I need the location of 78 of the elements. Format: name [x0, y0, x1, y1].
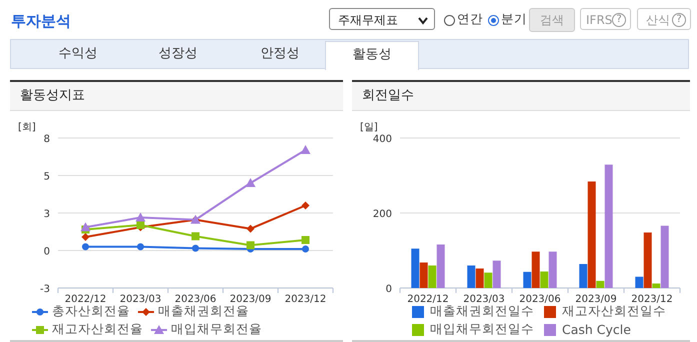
point	[300, 145, 310, 154]
point	[82, 233, 90, 241]
point	[302, 236, 310, 244]
legend-label: 재고자산회전율	[52, 321, 143, 338]
x-tick-label: 2023/03	[463, 294, 505, 305]
legend-label: 매입채무회전율	[171, 321, 262, 338]
x-tick-label: 2023/06	[174, 294, 216, 305]
bar	[467, 266, 476, 288]
point	[136, 212, 146, 222]
point	[302, 202, 310, 210]
text: ?	[612, 13, 626, 27]
point	[82, 243, 89, 250]
text: 연간	[457, 11, 483, 28]
bar	[484, 272, 492, 288]
x-tick-label: 2023/06	[519, 294, 561, 305]
y-tick-label: 200	[372, 209, 392, 220]
legend-label: 재고자산회전일수	[562, 303, 666, 320]
point	[246, 224, 254, 233]
bar	[588, 182, 596, 288]
y-tick-label: 0	[44, 246, 50, 258]
legend-label: 매출채권회전율	[158, 303, 249, 320]
point	[192, 232, 200, 240]
bar	[579, 264, 588, 288]
bar	[652, 284, 660, 288]
bar	[540, 272, 548, 288]
bar	[548, 252, 557, 288]
text: ?	[672, 13, 686, 27]
text: 안정성	[260, 45, 300, 63]
x-tick-label: 2023/12	[284, 294, 326, 305]
legend-label: 매출채권회전일수	[430, 303, 534, 320]
x-tick-label: 2023/03	[120, 294, 162, 305]
point	[246, 178, 256, 187]
y-tick-label: -3	[40, 284, 50, 295]
x-tick-label: 2023/09	[230, 294, 272, 305]
bar	[420, 262, 428, 288]
chart-title: 회전일수	[352, 82, 690, 111]
point	[136, 221, 144, 229]
legend-label: 매입채무회전일수	[430, 321, 534, 338]
point	[137, 243, 144, 250]
point	[302, 246, 309, 252]
text: 투자분석	[11, 12, 71, 31]
y-tick-label: 5	[44, 172, 50, 182]
y-axis-title: [회]	[18, 122, 36, 133]
bar	[635, 276, 644, 288]
legend-label: Cash Cycle	[562, 322, 631, 337]
text: IFRS	[586, 13, 612, 27]
text: 활동성	[325, 41, 419, 70]
point	[192, 244, 199, 252]
point	[246, 241, 254, 250]
chart-title: 활동성지표	[10, 82, 343, 111]
bar	[644, 232, 652, 288]
y-tick-label: 0	[386, 284, 392, 295]
text: 성장성	[158, 45, 198, 63]
x-tick-label: 2023/09	[575, 294, 617, 305]
bar	[411, 248, 420, 288]
point	[80, 222, 90, 232]
bar	[604, 164, 613, 288]
bar	[532, 252, 540, 288]
bar	[476, 268, 484, 288]
x-tick-label: 2023/12	[631, 294, 673, 305]
text: 검색	[529, 8, 575, 32]
y-axis-title: [일]	[360, 122, 378, 133]
bar	[436, 244, 445, 288]
text: 주재무제표	[329, 8, 435, 30]
bar	[660, 226, 669, 288]
text: 수익성	[58, 45, 98, 63]
text: 산식	[646, 13, 670, 27]
bar	[596, 280, 604, 288]
y-tick-label: 8	[44, 134, 50, 145]
legend-label: 총자산회전율	[52, 303, 130, 320]
y-tick-label: 400	[372, 134, 392, 145]
x-tick-label: 2022/12	[407, 294, 449, 305]
x-tick-label: 2022/12	[64, 294, 106, 305]
text: 분기	[501, 11, 527, 28]
y-tick-label: 3	[44, 209, 50, 220]
bar	[492, 260, 501, 288]
bar	[428, 266, 436, 288]
bar	[523, 272, 532, 288]
